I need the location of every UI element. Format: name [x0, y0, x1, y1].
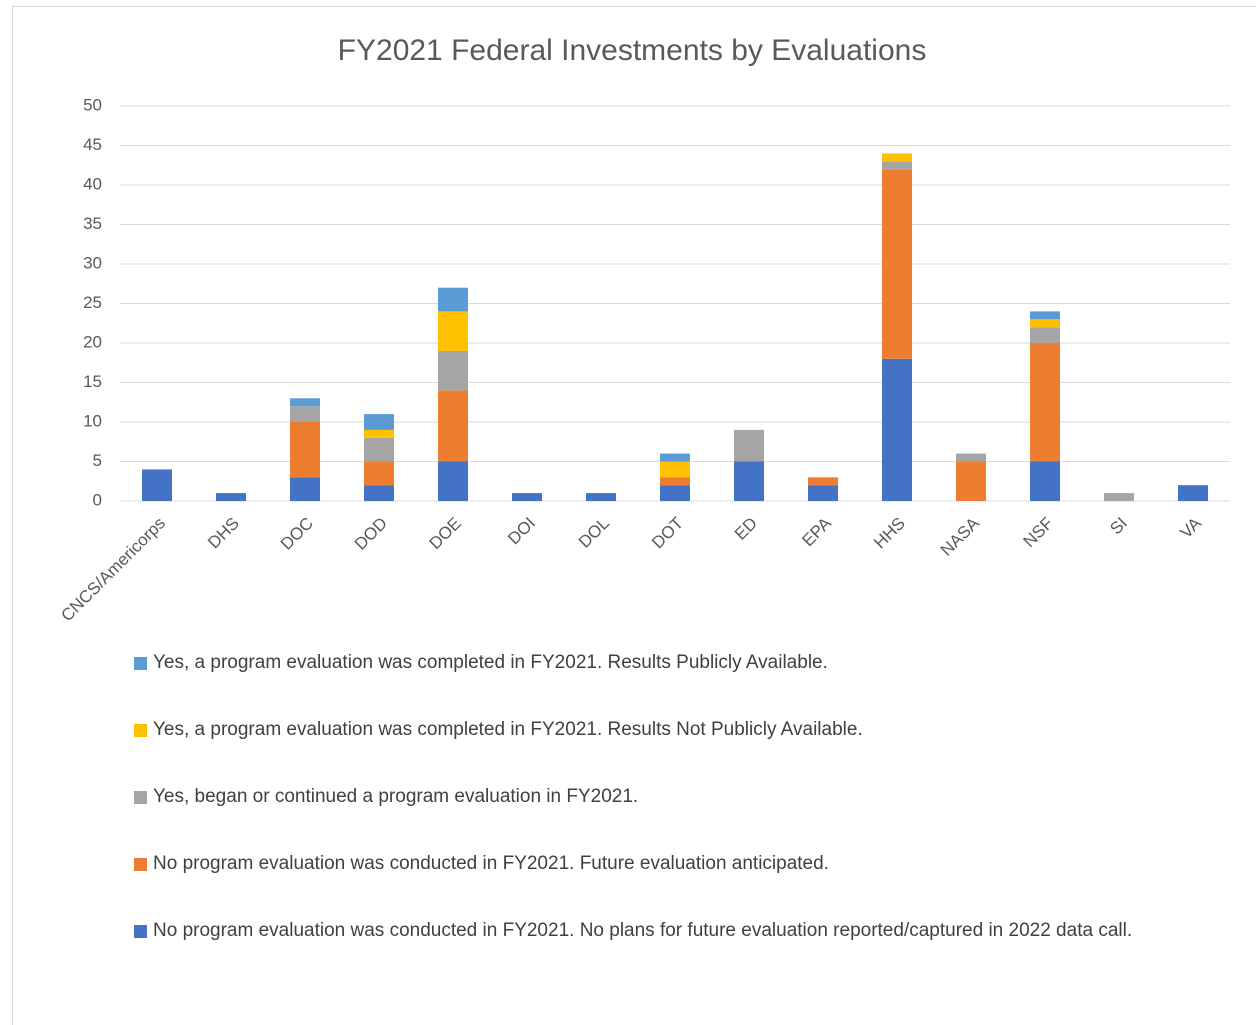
x-tick-label: DOD [351, 514, 391, 554]
x-tick-label: HHS [870, 514, 909, 553]
bar-segment [660, 477, 690, 486]
bar-segment [1030, 327, 1060, 343]
bar-segment [1178, 485, 1208, 501]
bar-segment [290, 398, 320, 407]
x-tick-label: NASA [937, 513, 984, 560]
bar-segment [1030, 461, 1060, 501]
bar-segment [438, 350, 468, 391]
y-tick-label: 35 [83, 214, 102, 233]
chart-border [12, 6, 1256, 1025]
bar-segment [142, 469, 172, 501]
legend-entry: Yes, a program evaluation was completed … [134, 648, 1164, 715]
bar-segment [1030, 311, 1060, 320]
x-tick-label: DOC [277, 514, 317, 554]
legend-entry: No program evaluation was conducted in F… [134, 916, 1164, 983]
legend-label: Yes, a program evaluation was completed … [153, 652, 828, 673]
y-tick-label: 30 [83, 253, 102, 272]
bar-segment [438, 461, 468, 501]
bar-segment [808, 485, 838, 501]
x-tick-label: NSF [1020, 514, 1057, 551]
legend-label: No program evaluation was conducted in F… [153, 920, 1133, 941]
bar-segment [660, 485, 690, 501]
bar-segment [1104, 493, 1134, 501]
x-tick-label: SI [1106, 514, 1131, 539]
bar-segment [882, 169, 912, 359]
legend-swatch [134, 858, 147, 871]
y-tick-label: 0 [93, 490, 102, 509]
y-tick-label: 45 [83, 135, 102, 154]
bar-segment [438, 287, 468, 312]
legend-label: No program evaluation was conducted in F… [153, 853, 829, 874]
x-tick-label: ED [731, 514, 761, 544]
legend-swatch [134, 657, 147, 670]
y-tick-label: 25 [83, 293, 102, 312]
bar-segment [1030, 343, 1060, 462]
bar-segment [512, 493, 542, 501]
bar-segment [290, 477, 320, 501]
legend-swatch [134, 791, 147, 804]
bar-segment [586, 493, 616, 501]
y-tick-label: 50 [83, 95, 102, 114]
bar-segment [882, 358, 912, 501]
bar-segment [660, 453, 690, 462]
bar-segment [364, 485, 394, 501]
bar-segment [956, 453, 986, 462]
legend-entry: Yes, a program evaluation was completed … [134, 715, 1164, 782]
bar-segment [364, 414, 394, 430]
bar-segment [882, 153, 912, 162]
bar-segment [364, 461, 394, 486]
bar-segment [734, 429, 764, 462]
bar-segment [1030, 319, 1060, 328]
bar-segment [364, 437, 394, 462]
x-tick-label: EPA [798, 513, 835, 550]
bar-segment [438, 390, 468, 462]
x-tick-label: DOE [426, 514, 465, 553]
bar-segment [364, 429, 394, 438]
legend-entry: Yes, began or continued a program evalua… [134, 782, 1164, 849]
bar-segment [882, 161, 912, 170]
bar-segment [438, 311, 468, 351]
legend-swatch [134, 724, 147, 737]
x-tick-label: DOI [504, 514, 539, 549]
legend-entry: No program evaluation was conducted in F… [134, 849, 1164, 916]
chart-title: FY2021 Federal Investments by Evaluation… [338, 34, 927, 67]
y-tick-label: 15 [83, 372, 102, 391]
bar-segment [734, 461, 764, 501]
y-tick-label: 10 [83, 411, 102, 430]
x-tick-label: VA [1176, 513, 1205, 542]
bar-segment [216, 493, 246, 501]
bar-segment [290, 406, 320, 422]
y-tick-label: 20 [83, 332, 102, 351]
x-tick-label: DOT [648, 514, 687, 553]
legend-label: Yes, began or continued a program evalua… [153, 786, 639, 807]
y-tick-label: 5 [93, 451, 102, 470]
bar-segment [808, 477, 838, 486]
x-tick-label: DHS [204, 514, 243, 553]
legend-swatch [134, 925, 147, 938]
bar-segment [660, 461, 690, 478]
y-tick-label: 40 [83, 174, 102, 193]
x-tick-label: CNCS/Americorps [57, 514, 169, 626]
x-tick-label: DOL [575, 514, 613, 552]
legend-label: Yes, a program evaluation was completed … [153, 719, 863, 740]
legend: Yes, a program evaluation was completed … [134, 648, 1164, 983]
bar-segment [956, 461, 986, 501]
bar-segment [290, 422, 320, 478]
